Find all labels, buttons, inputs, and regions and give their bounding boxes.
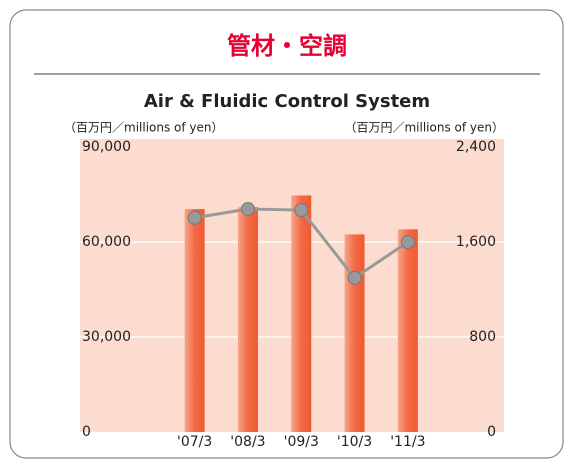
y2-tick-label: 0 (487, 424, 496, 440)
heading: 管材・空調 (227, 32, 347, 60)
y-tick-label: 30,000 (82, 329, 131, 345)
y-tick-label: 60,000 (82, 234, 131, 250)
x-tick-label: '11/3 (390, 434, 425, 450)
bar (344, 234, 365, 432)
marker (347, 270, 362, 285)
marker (400, 235, 415, 249)
marker (240, 201, 255, 216)
bar (291, 195, 312, 432)
chart-title: Air & Fluidic Control System (144, 91, 430, 112)
bar (237, 207, 258, 432)
y2-tick-label: 2,400 (456, 139, 496, 155)
y-tick-label: 90,000 (82, 139, 131, 155)
x-tick-label: '10/3 (337, 434, 372, 450)
bar (397, 229, 418, 432)
marker (294, 203, 309, 218)
x-tick-label: '09/3 (284, 434, 319, 450)
y2-axis-label: （百万円／millions of yen） (344, 121, 504, 135)
x-tick-label: '07/3 (177, 434, 212, 450)
x-tick-label: '08/3 (230, 434, 265, 450)
marker (187, 210, 202, 225)
y2-tick-label: 1,600 (456, 234, 496, 250)
y-tick-label: 0 (82, 424, 91, 440)
y-axis-label: （百万円／millions of yen） (64, 121, 224, 135)
y2-tick-label: 800 (469, 329, 496, 345)
bar (184, 209, 205, 432)
